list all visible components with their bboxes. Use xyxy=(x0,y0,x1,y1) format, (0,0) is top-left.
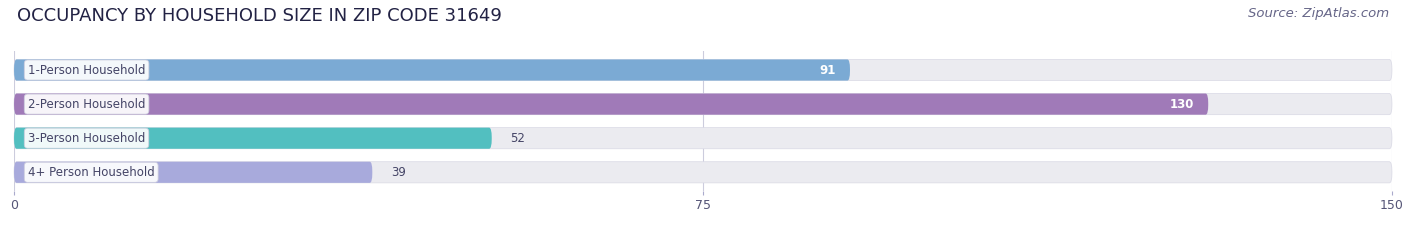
FancyBboxPatch shape xyxy=(14,59,1392,81)
FancyBboxPatch shape xyxy=(14,59,851,81)
FancyBboxPatch shape xyxy=(14,93,1392,115)
Text: 2-Person Household: 2-Person Household xyxy=(28,98,145,111)
Text: Source: ZipAtlas.com: Source: ZipAtlas.com xyxy=(1249,7,1389,20)
FancyBboxPatch shape xyxy=(14,162,373,183)
Text: 4+ Person Household: 4+ Person Household xyxy=(28,166,155,179)
Text: 52: 52 xyxy=(510,132,524,145)
Text: 91: 91 xyxy=(820,64,837,76)
FancyBboxPatch shape xyxy=(14,93,1208,115)
Text: 39: 39 xyxy=(391,166,405,179)
Text: 3-Person Household: 3-Person Household xyxy=(28,132,145,145)
FancyBboxPatch shape xyxy=(14,128,492,149)
FancyBboxPatch shape xyxy=(14,162,1392,183)
Text: 1-Person Household: 1-Person Household xyxy=(28,64,145,76)
Text: 130: 130 xyxy=(1170,98,1195,111)
FancyBboxPatch shape xyxy=(14,128,1392,149)
Text: OCCUPANCY BY HOUSEHOLD SIZE IN ZIP CODE 31649: OCCUPANCY BY HOUSEHOLD SIZE IN ZIP CODE … xyxy=(17,7,502,25)
